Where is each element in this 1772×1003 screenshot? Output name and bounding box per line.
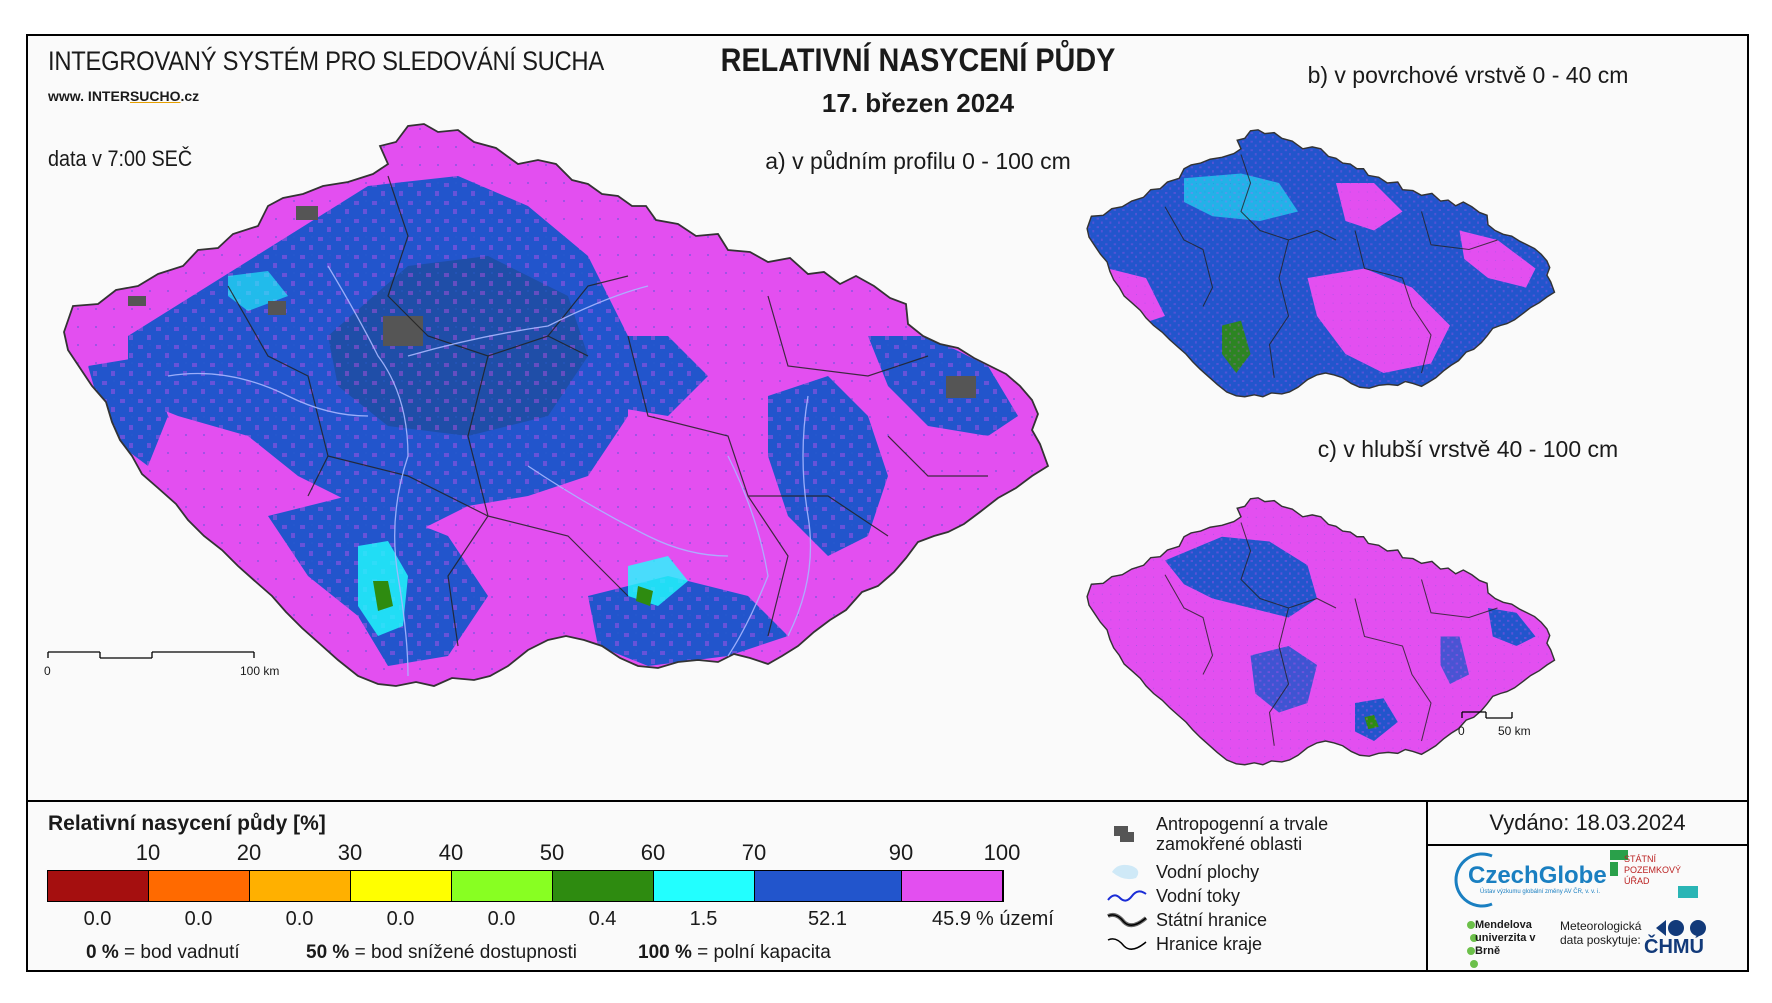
note-reduced: 50 % = bod snížené dostupnosti xyxy=(306,942,577,964)
spu-logo-icon xyxy=(1610,850,1628,876)
legend-swatch xyxy=(452,871,553,901)
map-b xyxy=(1086,129,1556,398)
legend-tick: 10 xyxy=(135,840,161,865)
map-c xyxy=(1086,497,1556,766)
symbol-river-label: Vodní toky xyxy=(1156,885,1241,906)
region-border-icon xyxy=(1107,938,1147,950)
web-prefix: www. INTER xyxy=(48,88,130,104)
legend-swatch xyxy=(351,871,452,901)
legend-tick: 40 xyxy=(438,840,464,865)
czechglobe-logo-text: CzechGlobe xyxy=(1468,862,1607,889)
legend-swatch xyxy=(902,871,1003,901)
legend-tick: 90 xyxy=(888,840,914,865)
symbol-state-border-label: Státní hranice xyxy=(1156,909,1268,930)
symbol-river: Vodní toky xyxy=(1106,884,1240,908)
symbol-water-body-label: Vodní plochy xyxy=(1156,861,1260,882)
urban-area-icon xyxy=(1114,826,1134,842)
note-wilting-value: 0 % xyxy=(86,942,119,963)
legend-swatch xyxy=(48,871,149,901)
map-a xyxy=(63,123,1049,687)
legend-percent: 0.0 xyxy=(487,908,516,930)
legend-tick: 50 xyxy=(539,840,565,865)
map-zone: INTEGROVANÝ SYSTÉM PRO SLEDOVÁNÍ SUCHA w… xyxy=(28,36,1747,800)
legend-tick: 70 xyxy=(741,840,767,865)
legend-percent: 0.0 xyxy=(386,908,415,930)
czechglobe-subtitle: Ústav výzkumu globální změny AV ČR, v. v… xyxy=(1480,889,1601,895)
legend-tick: 20 xyxy=(236,840,262,865)
meteo-data-text: Meteorologická data poskytuje: xyxy=(1560,919,1642,947)
legend-swatch xyxy=(755,871,902,901)
map-a-label: a) v půdním profilu 0 - 100 cm xyxy=(765,148,1071,174)
spu-accent-icon xyxy=(1678,886,1698,898)
legend-percent: 45.9 xyxy=(932,908,971,930)
legend-swatch xyxy=(250,871,351,901)
legend-divider xyxy=(1426,802,1428,970)
note-capacity-text: = polní kapacita xyxy=(697,942,831,963)
legend-tick: 30 xyxy=(337,840,363,865)
note-wilting: 0 % = bod vadnutí xyxy=(86,942,240,964)
map-c-label: c) v hlubší vrstvě 40 - 100 cm xyxy=(1317,436,1619,462)
scale-main-end: 100 km xyxy=(240,664,280,678)
note-reduced-value: 50 % xyxy=(306,942,350,963)
map-date: 17. březen 2024 xyxy=(821,88,1015,118)
maps-canvas xyxy=(47,123,1556,766)
river-icon xyxy=(1107,890,1147,902)
scale-bar-main xyxy=(47,651,255,659)
legend-percent: 0.4 xyxy=(588,908,617,930)
legend-colorbar xyxy=(47,870,1004,902)
water-body-icon xyxy=(1112,864,1139,880)
legend-percent: 0.0 xyxy=(184,908,213,930)
symbol-region-border-label: Hranice kraje xyxy=(1156,933,1263,954)
legend-swatch xyxy=(553,871,654,901)
note-wilting-text: = bod vadnutí xyxy=(124,942,240,963)
symbol-urban-label: Antropogenní a trvale zamokřené oblasti xyxy=(1156,814,1329,854)
note-capacity-value: 100 % xyxy=(638,942,692,963)
legend-tick: 60 xyxy=(640,840,666,865)
mendel-logo-text: Mendelova univerzita v Brně xyxy=(1475,919,1536,957)
legend-percent: 0.0 xyxy=(83,908,112,930)
note-capacity: 100 % = polní kapacita xyxy=(638,942,831,964)
legend-percent: 0.0 xyxy=(285,908,314,930)
legend-percent: 1.5 xyxy=(689,908,718,930)
web-accent: SUCHO xyxy=(129,88,181,104)
scale-main-start: 0 xyxy=(44,664,51,678)
legend-swatch xyxy=(654,871,755,901)
data-time: data v 7:00 SEČ xyxy=(48,146,193,171)
note-reduced-text: = bod snížené dostupnosti xyxy=(354,942,577,963)
mendel-dots-icon xyxy=(1467,921,1478,968)
scale-small-end: 50 km xyxy=(1498,724,1531,738)
issued-date: Vydáno: 18.03.2024 xyxy=(1428,802,1747,846)
scale-small-start: 0 xyxy=(1458,724,1465,738)
chmu-logo-icon xyxy=(1656,920,1706,936)
czechglobe-logo-icon xyxy=(1454,852,1493,908)
symbol-urban: Antropogenní a trvale zamokřené oblasti xyxy=(1106,814,1356,854)
legend-unit: % území xyxy=(976,908,1054,930)
website-link[interactable]: www. INTERSUCHO.cz xyxy=(48,88,199,104)
symbol-region-border: Hranice kraje xyxy=(1106,932,1262,956)
symbol-water-body: Vodní plochy xyxy=(1106,860,1259,884)
state-border-icon xyxy=(1107,912,1148,928)
legend-tick: 100 xyxy=(983,840,1021,865)
scale-bar-small xyxy=(1461,711,1513,719)
map-frame: INTEGROVANÝ SYSTÉM PRO SLEDOVÁNÍ SUCHA w… xyxy=(26,34,1749,972)
map-b-label: b) v povrchové vrstvě 0 - 40 cm xyxy=(1307,62,1629,88)
legend-percent: 52.1 xyxy=(808,908,847,930)
spu-logo-text: STÁTNÍ POZEMKOVÝ ÚŘAD xyxy=(1624,854,1682,886)
legend-swatch xyxy=(149,871,250,901)
web-suffix: .cz xyxy=(180,88,200,104)
chmu-logo-text: ČHMÚ xyxy=(1644,936,1704,958)
legend-panel: Relativní nasycení půdy [%] 10 20 30 40 50 60… xyxy=(28,800,1747,970)
symbol-state-border: Státní hranice xyxy=(1106,908,1267,932)
legend-title: Relativní nasycení půdy [%] xyxy=(48,812,326,835)
map-title: RELATIVNÍ NASYCENÍ PŮDY xyxy=(720,42,1116,78)
system-name: INTEGROVANÝ SYSTÉM PRO SLEDOVÁNÍ SUCHA xyxy=(48,46,604,76)
